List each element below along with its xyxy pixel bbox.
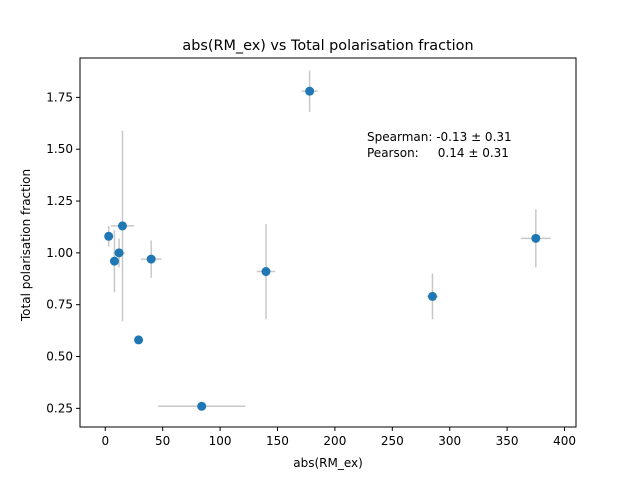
x-tick-label: 350 — [496, 434, 519, 448]
data-point — [197, 401, 207, 411]
data-point — [427, 291, 437, 301]
y-tick-label: 1.50 — [46, 142, 73, 156]
x-tick-label: 300 — [438, 434, 461, 448]
data-point — [305, 86, 315, 96]
y-tick-label: 0.25 — [46, 401, 73, 415]
x-tick-label: 400 — [553, 434, 576, 448]
x-tick-label: 50 — [155, 434, 170, 448]
chart-title: abs(RM_ex) vs Total polarisation fractio… — [182, 38, 473, 54]
data-point — [134, 335, 144, 345]
data-point — [114, 248, 124, 258]
y-tick-label: 1.25 — [46, 194, 73, 208]
data-point — [104, 231, 114, 241]
pearson-annotation: Pearson: 0.14 ± 0.31 — [367, 146, 509, 160]
data-point — [109, 256, 119, 266]
x-tick-label: 250 — [381, 434, 404, 448]
x-tick-label: 100 — [209, 434, 232, 448]
axes-frame — [79, 57, 577, 428]
y-tick-label: 0.75 — [46, 298, 73, 312]
spearman-annotation: Spearman: -0.13 ± 0.31 — [367, 130, 512, 144]
data-point — [261, 267, 271, 277]
x-tick-label: 0 — [101, 434, 109, 448]
y-axis-label: Total polarisation fraction — [19, 169, 33, 322]
data-point — [146, 254, 156, 264]
data-point — [531, 233, 541, 243]
y-tick-label: 1.00 — [46, 246, 73, 260]
x-tick-label: 150 — [266, 434, 289, 448]
x-tick-label: 200 — [323, 434, 346, 448]
x-axis-label: abs(RM_ex) — [293, 456, 363, 470]
y-tick-label: 1.75 — [46, 90, 73, 104]
data-point — [117, 221, 127, 231]
y-tick-label: 0.50 — [46, 350, 73, 364]
plot-area: 0 50 100 150 200 250 300 350 400 0.25 0.50 0.75 1.00… — [46, 57, 577, 448]
